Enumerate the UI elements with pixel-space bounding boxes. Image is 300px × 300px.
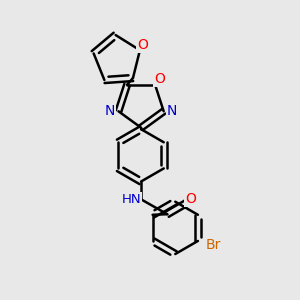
Text: N: N bbox=[105, 104, 115, 118]
Text: Br: Br bbox=[205, 238, 221, 252]
Text: N: N bbox=[167, 104, 177, 118]
Text: HN: HN bbox=[122, 193, 141, 206]
Text: O: O bbox=[186, 192, 196, 206]
Text: O: O bbox=[154, 72, 165, 86]
Text: O: O bbox=[137, 38, 148, 52]
